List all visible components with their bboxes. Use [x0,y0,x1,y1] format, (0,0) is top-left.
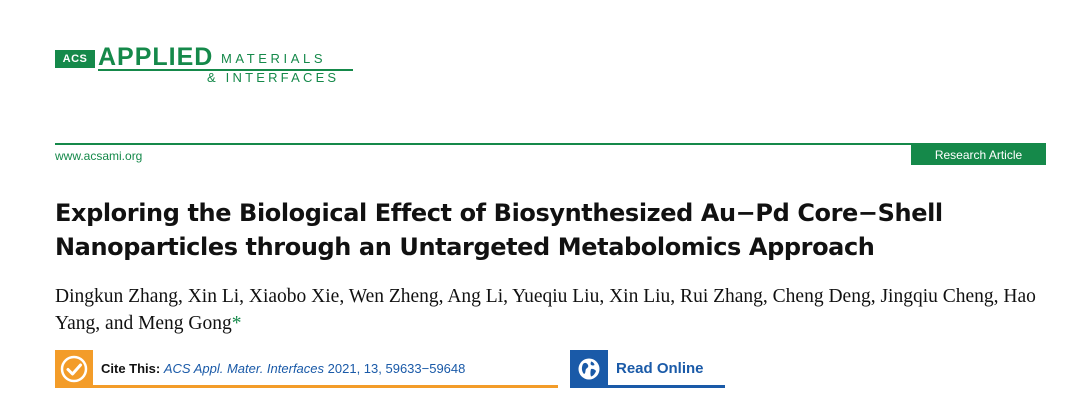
article-title: Exploring the Biological Effect of Biosy… [55,199,943,261]
logo-materials-text: MATERIALS [221,51,327,66]
logo-interfaces-text: & INTERFACES [207,70,340,85]
check-icon [60,355,88,383]
cite-this-block[interactable]: Cite This: ACS Appl. Mater. Interfaces 2… [55,350,558,388]
header-rule [55,143,1046,145]
globe-icon [578,358,600,380]
logo-applied-text: APPLIED [98,43,214,71]
logo-underline [98,69,353,71]
journal-logo: ACS APPLIED MATERIALS & INTERFACES [55,42,365,86]
journal-url-link[interactable]: www.acsami.org [55,149,143,163]
read-online-button[interactable]: Read Online [570,350,725,388]
read-online-label: Read Online [616,360,704,377]
cite-underline [93,385,558,388]
corresponding-author-mark[interactable]: * [231,313,242,334]
read-online-badge [570,350,608,388]
cite-journal-link[interactable]: ACS Appl. Mater. Interfaces [163,361,325,376]
cite-label: Cite This: [101,361,161,376]
read-online-underline [608,385,725,388]
author-names[interactable]: Dingkun Zhang, Xin Li, Xiaobo Xie, Wen Z… [55,286,1036,334]
citation-text: Cite This: ACS Appl. Mater. Interfaces 2… [101,361,465,377]
article-type-badge: Research Article [911,145,1046,165]
logo-publisher-mark: ACS [55,50,95,68]
cite-badge [55,350,93,388]
author-list: Dingkun Zhang, Xin Li, Xiaobo Xie, Wen Z… [55,283,1050,337]
cite-details[interactable]: 2021, 13, 59633−59648 [327,361,466,376]
